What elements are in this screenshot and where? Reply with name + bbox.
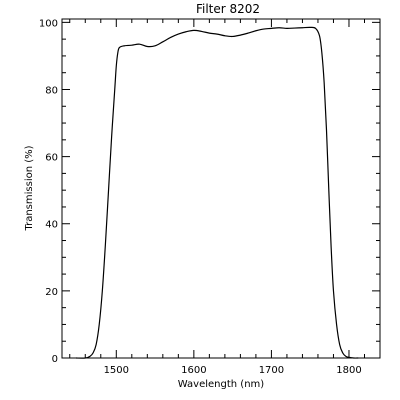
y-tick-label: 60: [45, 153, 58, 164]
transmission-curve: [75, 26, 359, 359]
x-tick-label: 1600: [181, 365, 206, 376]
y-tick-label: 20: [45, 287, 58, 298]
chart-title: Filter 8202: [196, 2, 260, 16]
x-tick-label: 1700: [259, 365, 284, 376]
axis-ticks: [62, 19, 381, 359]
x-tick-label: 1800: [336, 365, 361, 376]
y-axis-title: Transmission (%): [24, 145, 35, 231]
plot-frame: [61, 18, 381, 359]
x-tick-label: 1500: [104, 365, 129, 376]
y-tick-label: 40: [45, 220, 58, 231]
y-tick-labels: 0 20 40 60 80 100: [39, 18, 58, 365]
y-tick-label: 0: [52, 354, 58, 365]
x-axis-title: Wavelength (nm): [178, 379, 264, 390]
y-tick-label: 80: [45, 85, 58, 96]
x-tick-labels: 1500 1600 1700 1800: [104, 365, 362, 376]
y-tick-label: 100: [39, 18, 58, 29]
